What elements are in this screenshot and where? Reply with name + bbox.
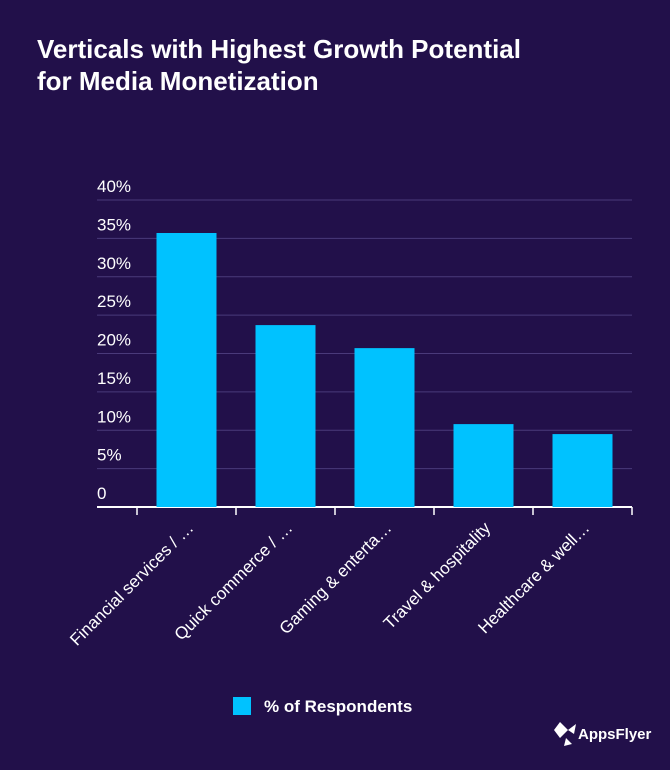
logo-icon xyxy=(554,722,576,746)
y-tick-label: 20% xyxy=(97,331,131,350)
y-tick-label: 5% xyxy=(97,446,122,465)
y-tick-label: 10% xyxy=(97,407,131,426)
y-tick-label: 15% xyxy=(97,369,131,388)
y-tick-label: 40% xyxy=(97,177,131,196)
y-tick-label: 0 xyxy=(97,484,106,503)
bar xyxy=(354,348,415,507)
bar xyxy=(255,325,316,507)
legend-label: % of Respondents xyxy=(264,697,412,716)
chart-title: Verticals with Highest Growth Potential xyxy=(37,34,521,64)
chart-title: for Media Monetization xyxy=(37,66,319,96)
bar xyxy=(453,424,514,507)
y-tick-label: 30% xyxy=(97,254,131,273)
legend-swatch xyxy=(233,697,251,715)
brand-logo: AppsFlyer xyxy=(554,722,652,746)
bar xyxy=(156,233,217,507)
bar xyxy=(552,434,613,507)
brand-name: AppsFlyer xyxy=(578,726,652,743)
y-tick-label: 25% xyxy=(97,292,131,311)
y-tick-label: 35% xyxy=(97,215,131,234)
